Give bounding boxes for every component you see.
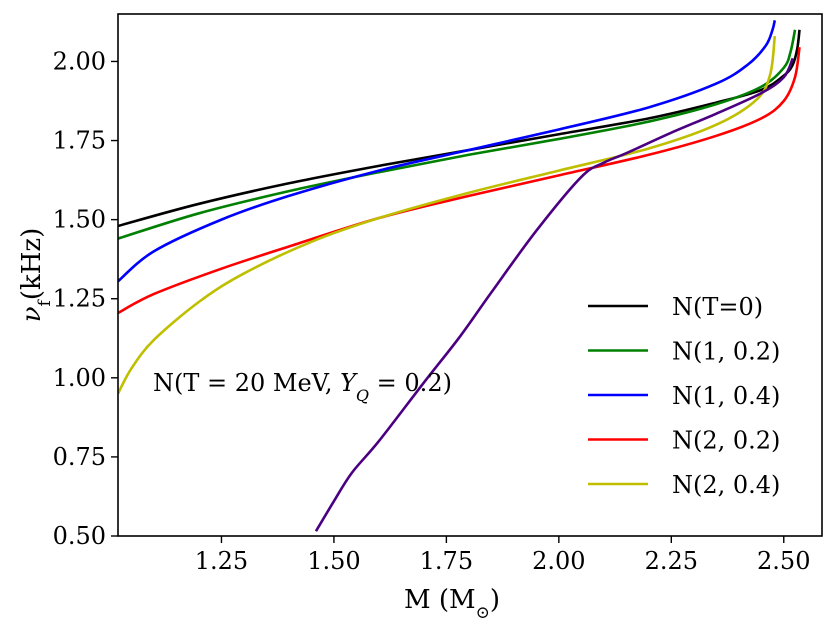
x-tick-label: 1.75 — [420, 547, 473, 575]
legend-label-n-1-0-4: N(1, 0.4) — [672, 382, 780, 410]
y-tick-label: 0.75 — [53, 443, 106, 471]
legend-label-n-2-0-4: N(2, 0.4) — [672, 471, 780, 499]
y-tick-label: 1.75 — [53, 127, 106, 155]
series-line-n-2-0-4 — [118, 35, 777, 395]
series-line-n-2-0-2 — [118, 47, 801, 315]
series-line-n-1-0-2 — [118, 29, 797, 240]
x-tick-label: 1.25 — [195, 547, 248, 575]
y-tick-label: 2.00 — [53, 47, 106, 75]
x-tick-label: 1.50 — [307, 547, 360, 575]
x-tick-label: 2.25 — [645, 547, 698, 575]
legend-label-n-t-0: N(T=0) — [672, 293, 763, 321]
series-line-n-t-0 — [118, 29, 801, 228]
y-axis-label: νf(kHz) — [17, 228, 55, 323]
legend: N(T=0) N(1, 0.2) N(1, 0.4) N(2, 0.2) N(2, 0.… — [588, 293, 780, 499]
x-axis-label-subscript: ⊙ — [476, 603, 490, 623]
x-tick-label: 2.50 — [757, 547, 810, 575]
plot-frame — [117, 13, 823, 537]
y-axis: 0.50 0.75 1.00 1.25 1.50 1.75 2.00 — [53, 47, 118, 550]
y-tick-label: 1.25 — [53, 285, 106, 313]
x-axis: 1.25 1.50 1.75 2.00 2.25 2.50 — [195, 536, 810, 575]
legend-label-n-1-0-2: N(1, 0.2) — [672, 338, 780, 366]
y-axis-label-subscript: f — [35, 298, 55, 306]
annotation-label: N(T = 20 MeV, YQ = 0.2) — [153, 369, 452, 405]
x-tick-label: 2.00 — [532, 547, 585, 575]
y-tick-label: 1.00 — [53, 364, 106, 392]
x-axis-label: M (M⊙) — [404, 585, 500, 623]
series-layer — [118, 20, 801, 532]
legend-label-n-2-0-2: N(2, 0.2) — [672, 427, 780, 455]
y-tick-label: 0.50 — [53, 522, 106, 550]
series-line-n-t-20-mev-y-q-0-2 — [314, 57, 794, 532]
y-tick-label: 1.50 — [53, 206, 106, 234]
series-line-n-1-0-4 — [118, 20, 777, 283]
